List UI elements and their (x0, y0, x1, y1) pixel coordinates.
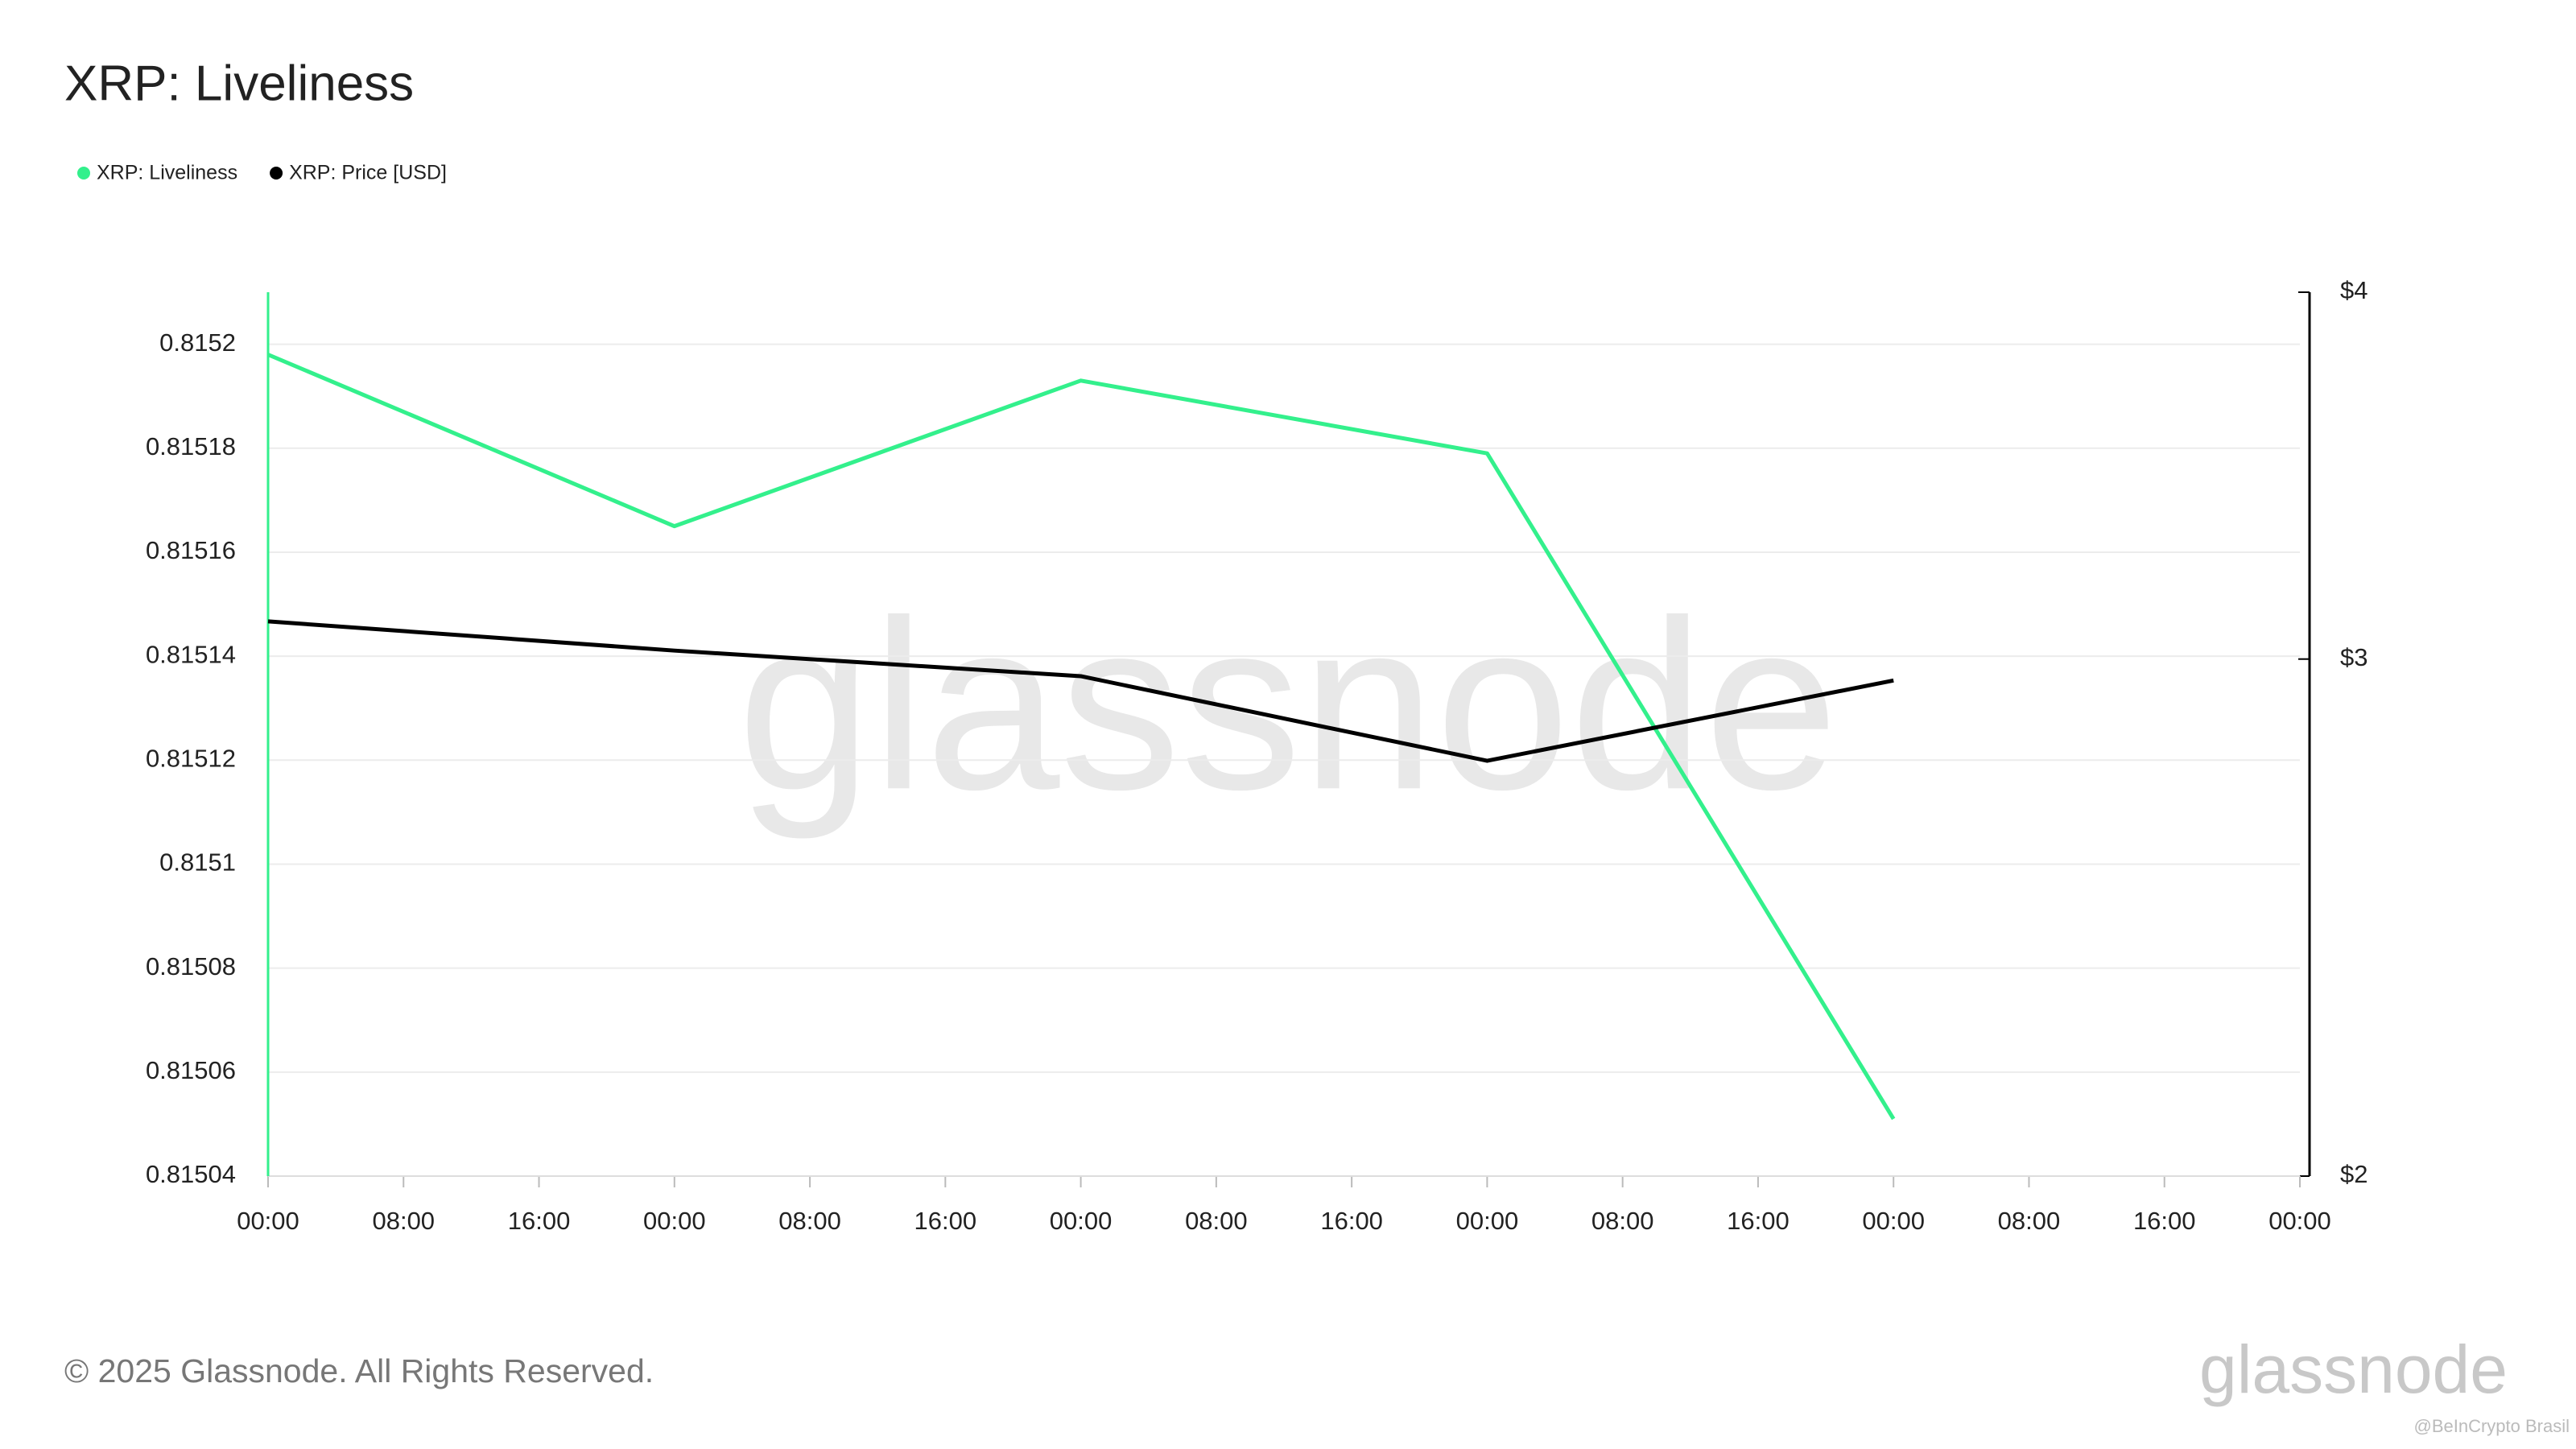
y-tick-label: 0.81518 (146, 432, 236, 460)
x-tick-label: 08:00 (1185, 1207, 1248, 1235)
x-tick-label: 08:00 (372, 1207, 435, 1235)
y-tick-label: 0.81512 (146, 744, 236, 772)
x-tick-label: 16:00 (1727, 1207, 1790, 1235)
legend-label: XRP: Liveliness (97, 162, 237, 184)
series-line (267, 353, 1896, 1121)
y-tick-label: 0.81506 (146, 1056, 236, 1084)
x-tick-label: 00:00 (643, 1207, 706, 1235)
x-tick-label: 00:00 (1050, 1207, 1113, 1235)
legend-marker (77, 167, 90, 180)
x-tick-label: 16:00 (914, 1207, 977, 1235)
x-tick-label: 16:00 (2133, 1207, 2196, 1235)
x-tick-label: 08:00 (1998, 1207, 2061, 1235)
y2-tick-label: $2 (2340, 1160, 2368, 1188)
x-tick-label: 00:00 (2268, 1207, 2331, 1235)
y2-tick-label: $4 (2340, 276, 2368, 304)
x-tick-label: 16:00 (1320, 1207, 1383, 1235)
legend-label: XRP: Price [USD] (289, 162, 447, 184)
x-tick-label: 16:00 (508, 1207, 571, 1235)
x-tick-label: 00:00 (237, 1207, 299, 1235)
logo: glassnode (2199, 1331, 2508, 1407)
chart-title: XRP: Liveliness (64, 56, 414, 111)
series-line (267, 619, 1894, 763)
y-tick-label: 0.81504 (146, 1160, 236, 1188)
x-tick-label: 08:00 (1591, 1207, 1654, 1235)
x-tick-label: 00:00 (1862, 1207, 1925, 1235)
x-tick-label: 08:00 (778, 1207, 841, 1235)
legend-marker (270, 167, 283, 180)
watermark: glassnode (737, 569, 1839, 841)
credit: @BeInCrypto Brasil (2413, 1416, 2570, 1436)
x-tick-label: 00:00 (1456, 1207, 1519, 1235)
y-tick-label: 0.81516 (146, 536, 236, 564)
footer: © 2025 Glassnode. All Rights Reserved. (64, 1352, 654, 1389)
y-tick-label: 0.8151 (159, 848, 236, 877)
y-tick-label: 0.81508 (146, 952, 236, 980)
y-tick-label: 0.8152 (159, 328, 236, 357)
y-tick-label: 0.81514 (146, 640, 236, 668)
y2-tick-label: $3 (2340, 643, 2368, 671)
